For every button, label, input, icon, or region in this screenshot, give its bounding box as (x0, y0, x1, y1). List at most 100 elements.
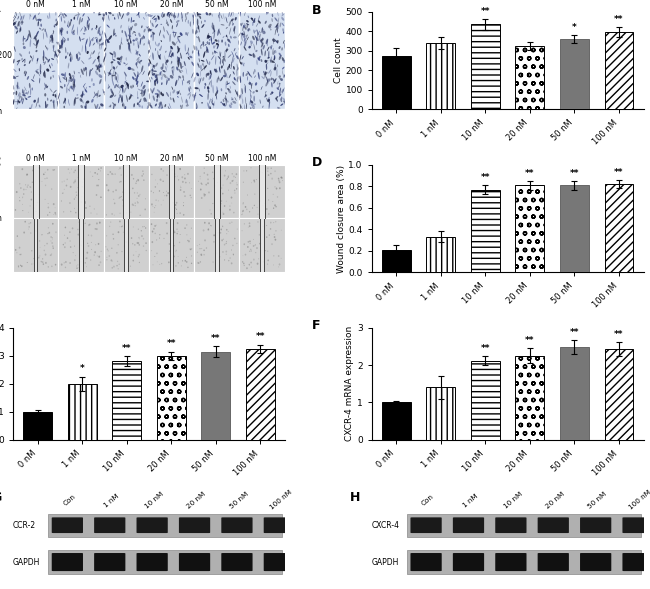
Ellipse shape (244, 85, 246, 93)
Circle shape (121, 174, 122, 176)
Ellipse shape (114, 55, 115, 58)
Circle shape (50, 254, 52, 256)
Circle shape (34, 168, 36, 170)
Circle shape (227, 176, 229, 177)
Ellipse shape (162, 15, 163, 18)
Ellipse shape (112, 67, 115, 70)
Ellipse shape (177, 57, 181, 62)
Circle shape (94, 209, 95, 210)
Ellipse shape (274, 50, 275, 55)
Ellipse shape (206, 73, 207, 78)
Ellipse shape (219, 67, 220, 73)
Ellipse shape (152, 32, 155, 35)
Ellipse shape (227, 88, 229, 90)
Ellipse shape (29, 30, 31, 37)
Ellipse shape (164, 104, 166, 107)
Ellipse shape (177, 12, 179, 18)
Ellipse shape (270, 47, 272, 49)
Ellipse shape (89, 37, 90, 42)
Ellipse shape (150, 55, 151, 59)
Circle shape (118, 197, 120, 199)
Ellipse shape (202, 77, 204, 81)
Ellipse shape (24, 58, 25, 63)
Ellipse shape (275, 29, 276, 35)
Circle shape (94, 254, 95, 256)
Circle shape (45, 262, 47, 264)
Ellipse shape (235, 17, 237, 21)
Ellipse shape (93, 83, 95, 86)
Ellipse shape (46, 84, 47, 88)
Ellipse shape (149, 42, 151, 49)
Circle shape (118, 244, 119, 246)
Ellipse shape (53, 45, 55, 48)
Ellipse shape (116, 66, 118, 69)
Ellipse shape (206, 49, 207, 51)
Ellipse shape (59, 98, 60, 104)
Ellipse shape (31, 79, 34, 82)
Ellipse shape (58, 14, 60, 18)
Circle shape (107, 174, 109, 175)
Circle shape (116, 265, 118, 266)
Ellipse shape (259, 39, 263, 44)
Text: A: A (0, 2, 1, 15)
Circle shape (161, 168, 162, 170)
Circle shape (25, 189, 27, 190)
Ellipse shape (148, 104, 151, 107)
Circle shape (180, 186, 181, 187)
Text: 100 nM: 100 nM (248, 0, 276, 9)
Circle shape (159, 234, 161, 236)
Ellipse shape (156, 98, 158, 102)
Circle shape (155, 205, 156, 206)
Ellipse shape (15, 9, 17, 16)
Ellipse shape (278, 25, 279, 29)
Ellipse shape (98, 52, 99, 55)
Ellipse shape (261, 42, 263, 48)
Ellipse shape (96, 25, 97, 28)
Ellipse shape (152, 65, 155, 68)
Circle shape (197, 245, 198, 246)
Ellipse shape (161, 93, 164, 96)
Ellipse shape (274, 55, 276, 59)
Circle shape (207, 182, 209, 184)
Circle shape (123, 231, 124, 233)
Ellipse shape (194, 12, 196, 17)
Ellipse shape (221, 101, 222, 104)
Text: **: ** (525, 336, 535, 345)
Circle shape (155, 233, 156, 234)
Circle shape (77, 229, 79, 230)
Ellipse shape (258, 72, 260, 80)
Ellipse shape (53, 32, 54, 35)
Ellipse shape (281, 10, 283, 15)
Text: 1 nM: 1 nM (103, 492, 120, 508)
Ellipse shape (141, 65, 144, 72)
Circle shape (158, 200, 159, 201)
Circle shape (65, 267, 66, 268)
Ellipse shape (121, 56, 123, 60)
Ellipse shape (94, 37, 97, 39)
Ellipse shape (214, 69, 218, 72)
Ellipse shape (234, 28, 235, 34)
Circle shape (132, 204, 133, 206)
Ellipse shape (210, 70, 212, 75)
Ellipse shape (222, 58, 224, 64)
Ellipse shape (170, 56, 172, 58)
Circle shape (176, 202, 177, 204)
Circle shape (23, 188, 25, 190)
Ellipse shape (109, 72, 111, 76)
Ellipse shape (14, 46, 16, 52)
Ellipse shape (144, 43, 145, 45)
Circle shape (214, 185, 216, 187)
Ellipse shape (69, 21, 72, 27)
FancyBboxPatch shape (580, 517, 611, 533)
Circle shape (119, 167, 121, 169)
Ellipse shape (249, 74, 252, 78)
Circle shape (184, 174, 185, 176)
Ellipse shape (44, 93, 46, 97)
Ellipse shape (81, 18, 83, 22)
Circle shape (137, 179, 139, 181)
Circle shape (179, 168, 181, 170)
Ellipse shape (172, 41, 176, 45)
Circle shape (26, 174, 28, 176)
FancyBboxPatch shape (136, 553, 168, 571)
Ellipse shape (265, 81, 268, 87)
